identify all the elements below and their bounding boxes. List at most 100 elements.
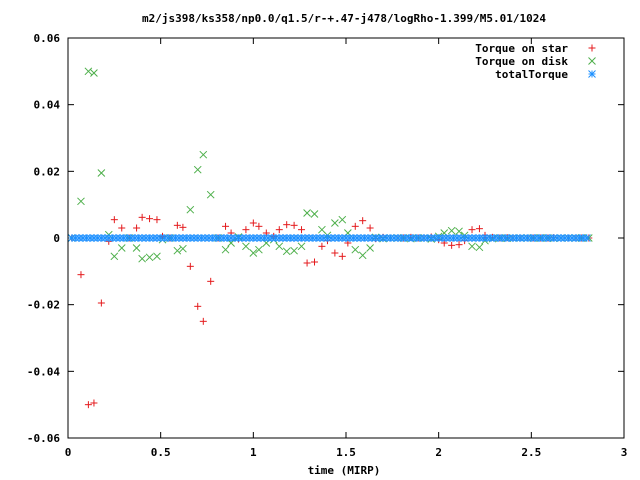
data-point	[359, 217, 367, 225]
data-point	[512, 234, 521, 242]
y-tick-label: -0.04	[27, 365, 60, 378]
x-tick-label: 0.5	[151, 446, 171, 459]
chart-title: m2/js398/ks358/np0.0/q1.5/r-+.47-j478/lo…	[142, 12, 546, 25]
data-point	[364, 234, 373, 242]
data-point	[149, 234, 158, 242]
data-point	[494, 234, 502, 242]
data-point	[442, 234, 450, 242]
data-point	[186, 262, 194, 270]
x-tick-label: 1.5	[336, 446, 356, 459]
data-point	[455, 227, 463, 236]
data-point	[568, 234, 576, 242]
x-tick-label: 3	[621, 446, 628, 459]
data-point	[175, 234, 184, 242]
data-point	[310, 210, 319, 218]
data-point	[108, 234, 117, 242]
data-point	[242, 226, 250, 234]
data-point	[323, 234, 332, 242]
data-point	[298, 226, 306, 234]
data-point	[186, 205, 195, 214]
data-point	[523, 234, 532, 242]
data-point	[440, 239, 448, 247]
data-point	[199, 317, 207, 325]
data-point	[194, 302, 202, 310]
data-point	[486, 234, 495, 242]
data-point	[132, 244, 141, 252]
data-point	[206, 190, 215, 199]
data-point	[249, 219, 257, 227]
x-tick-label: 0	[65, 446, 72, 459]
data-point	[221, 245, 230, 254]
data-point	[130, 234, 139, 242]
data-point	[255, 222, 263, 230]
data-point	[118, 224, 126, 232]
data-point	[379, 234, 387, 242]
data-point	[153, 252, 161, 261]
y-tick-label: 0.06	[34, 32, 61, 45]
data-point	[179, 244, 187, 253]
data-point	[534, 234, 543, 242]
data-point	[138, 254, 146, 263]
y-tick-label: 0.02	[34, 165, 61, 178]
data-point	[77, 197, 85, 206]
data-point	[275, 234, 284, 242]
plot-frame	[67, 37, 625, 439]
data-point	[242, 242, 250, 251]
series-0	[68, 213, 593, 409]
y-tick-label: -0.02	[27, 299, 60, 312]
data-point	[453, 234, 462, 242]
data-point	[84, 401, 92, 409]
data-point	[448, 241, 456, 249]
data-point	[338, 215, 347, 224]
data-point	[193, 234, 202, 242]
data-point	[310, 258, 318, 266]
data-point	[318, 242, 326, 250]
data-point	[560, 234, 569, 242]
data-point	[366, 224, 374, 232]
data-point	[356, 234, 365, 242]
data-point	[290, 246, 298, 255]
data-point	[303, 209, 311, 217]
data-point	[468, 226, 476, 234]
data-point	[342, 234, 350, 242]
data-point	[412, 234, 421, 242]
data-point	[338, 234, 347, 242]
data-point	[331, 219, 339, 227]
data-point	[527, 234, 536, 242]
data-point	[553, 234, 562, 242]
data-point	[427, 234, 436, 242]
data-point	[255, 245, 263, 254]
data-point	[117, 244, 126, 252]
data-point	[397, 234, 406, 242]
data-point	[234, 234, 243, 242]
data-point	[338, 252, 346, 260]
data-point	[455, 241, 463, 249]
data-point	[423, 234, 432, 242]
x-tick-label: 2	[435, 446, 442, 459]
data-point	[262, 229, 270, 237]
legend-marker	[588, 70, 596, 78]
data-point	[153, 216, 161, 224]
data-point	[173, 246, 182, 255]
data-point	[468, 242, 476, 251]
data-point	[77, 271, 85, 279]
data-point	[84, 67, 93, 76]
data-point	[138, 213, 146, 221]
data-point	[308, 234, 317, 242]
data-point	[182, 234, 191, 242]
data-marks	[67, 67, 593, 409]
data-point	[193, 165, 202, 174]
data-point	[290, 221, 298, 229]
data-point	[146, 215, 154, 223]
data-point	[179, 223, 187, 231]
y-tick-label: 0.04	[34, 99, 61, 112]
data-point	[583, 234, 591, 242]
data-point	[275, 242, 284, 251]
data-point	[173, 221, 181, 229]
series-1	[67, 67, 593, 263]
legend-marker	[588, 57, 596, 65]
data-point	[542, 234, 551, 242]
data-point	[351, 222, 359, 230]
data-point	[349, 234, 358, 242]
data-point	[116, 234, 124, 242]
